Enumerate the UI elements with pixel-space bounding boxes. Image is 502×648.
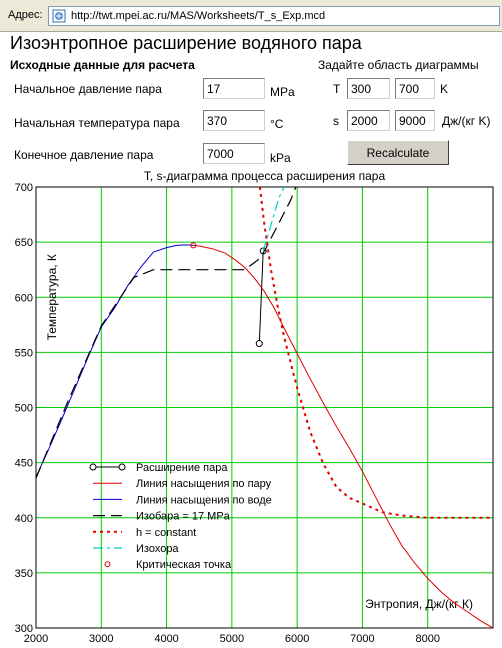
plot-frame (35, 186, 494, 629)
page-icon (52, 9, 66, 23)
legend-marker (89, 463, 97, 471)
legend-label: Изохора (136, 543, 179, 555)
s-range-label: s (333, 114, 339, 128)
legend-label: Линия насыщения по пару (136, 478, 272, 490)
x-tick-label: 4000 (154, 633, 178, 645)
final-pressure-label: Конечное давление пара (14, 148, 154, 162)
x-tick-label: 6000 (285, 633, 309, 645)
initial-temperature-input[interactable] (203, 110, 265, 131)
recalculate-button[interactable]: Recalculate (347, 140, 449, 165)
legend-entry: Изохора (93, 543, 179, 555)
url-text: http://twt.mpei.ac.ru/MAS/Worksheets/T_s… (71, 10, 326, 22)
y-axis-label: Температура, К (45, 254, 59, 340)
critical-point-marker (190, 242, 197, 249)
y-tick-label: 350 (15, 568, 33, 580)
legend-entry: Расширение пара (89, 462, 228, 474)
legend-entry: Линия насыщения по воде (93, 494, 272, 506)
expansion-point-marker (255, 340, 263, 348)
chart-title: T, s-диаграмма процесса расширения пара (144, 169, 386, 183)
y-tick-label: 300 (15, 623, 33, 635)
initial-pressure-input[interactable] (203, 78, 265, 99)
legend-marker (118, 463, 126, 471)
x-tick-label: 3000 (89, 633, 113, 645)
y-tick-label: 400 (15, 513, 33, 525)
x-tick-label: 5000 (220, 633, 244, 645)
y-tick-label: 500 (15, 403, 33, 415)
final-pressure-unit: kPa (270, 151, 291, 165)
series-line-black-dashed (36, 187, 297, 479)
legend-entry: Изобара = 17 MPa (93, 511, 231, 523)
initial-pressure-unit: MPa (270, 85, 295, 99)
s-range-unit: Дж/(кг K) (442, 114, 491, 128)
plot-area (36, 187, 493, 628)
y-tick-label: 700 (15, 182, 33, 194)
series-line-blue-solid (36, 244, 194, 478)
x-axis-label: Энтропия, Дж/(кг К) (365, 597, 473, 611)
y-tick-label: 650 (15, 237, 33, 249)
s-min-input[interactable] (347, 110, 390, 131)
x-tick-label: 7000 (350, 633, 374, 645)
legend-label: Расширение пара (136, 462, 228, 474)
ts-diagram: T, s-диаграмма процесса расширения пара 2… (15, 169, 494, 645)
legend-label: Изобара = 17 MPa (136, 511, 231, 523)
initial-temperature-unit: °C (270, 117, 284, 131)
t-min-input[interactable] (347, 78, 390, 99)
t-range-label: T (333, 82, 341, 96)
legend-swatch (104, 561, 111, 568)
series-line-black-line-circle-markers (258, 250, 264, 344)
address-label: Адрес: (8, 9, 43, 21)
legend-label: h = constant (136, 527, 196, 539)
legend-label: Критическая точка (136, 559, 232, 571)
y-tick-label: 600 (15, 292, 33, 304)
page-title: Изоэнтропное расширение водяного пара (10, 33, 362, 53)
legend-entry: Критическая точка (104, 559, 232, 571)
initial-temperature-label: Начальная температура пара (14, 116, 180, 130)
legend-label: Линия насыщения по воде (136, 494, 272, 506)
final-pressure-input[interactable] (203, 143, 265, 164)
x-tick-label: 8000 (415, 633, 439, 645)
x-tick-label: 2000 (24, 633, 48, 645)
address-input[interactable]: http://twt.mpei.ac.ru/MAS/Worksheets/T_s… (48, 6, 500, 26)
y-tick-label: 450 (15, 458, 33, 470)
t-max-input[interactable] (395, 78, 435, 99)
address-bar: Адрес: http://twt.mpei.ac.ru/MAS/Workshe… (0, 0, 502, 32)
legend-entry: Линия насыщения по пару (93, 478, 272, 490)
legend-entry: h = constant (93, 527, 196, 539)
t-range-unit: K (440, 82, 449, 96)
y-tick-label: 550 (15, 347, 33, 359)
initial-pressure-label: Начальное давление пара (14, 82, 162, 96)
s-max-input[interactable] (395, 110, 435, 131)
series-line-red-solid (193, 244, 493, 628)
inputs-heading: Исходные данные для расчета (10, 58, 195, 72)
area-heading: Задайте область диаграммы (318, 58, 479, 72)
